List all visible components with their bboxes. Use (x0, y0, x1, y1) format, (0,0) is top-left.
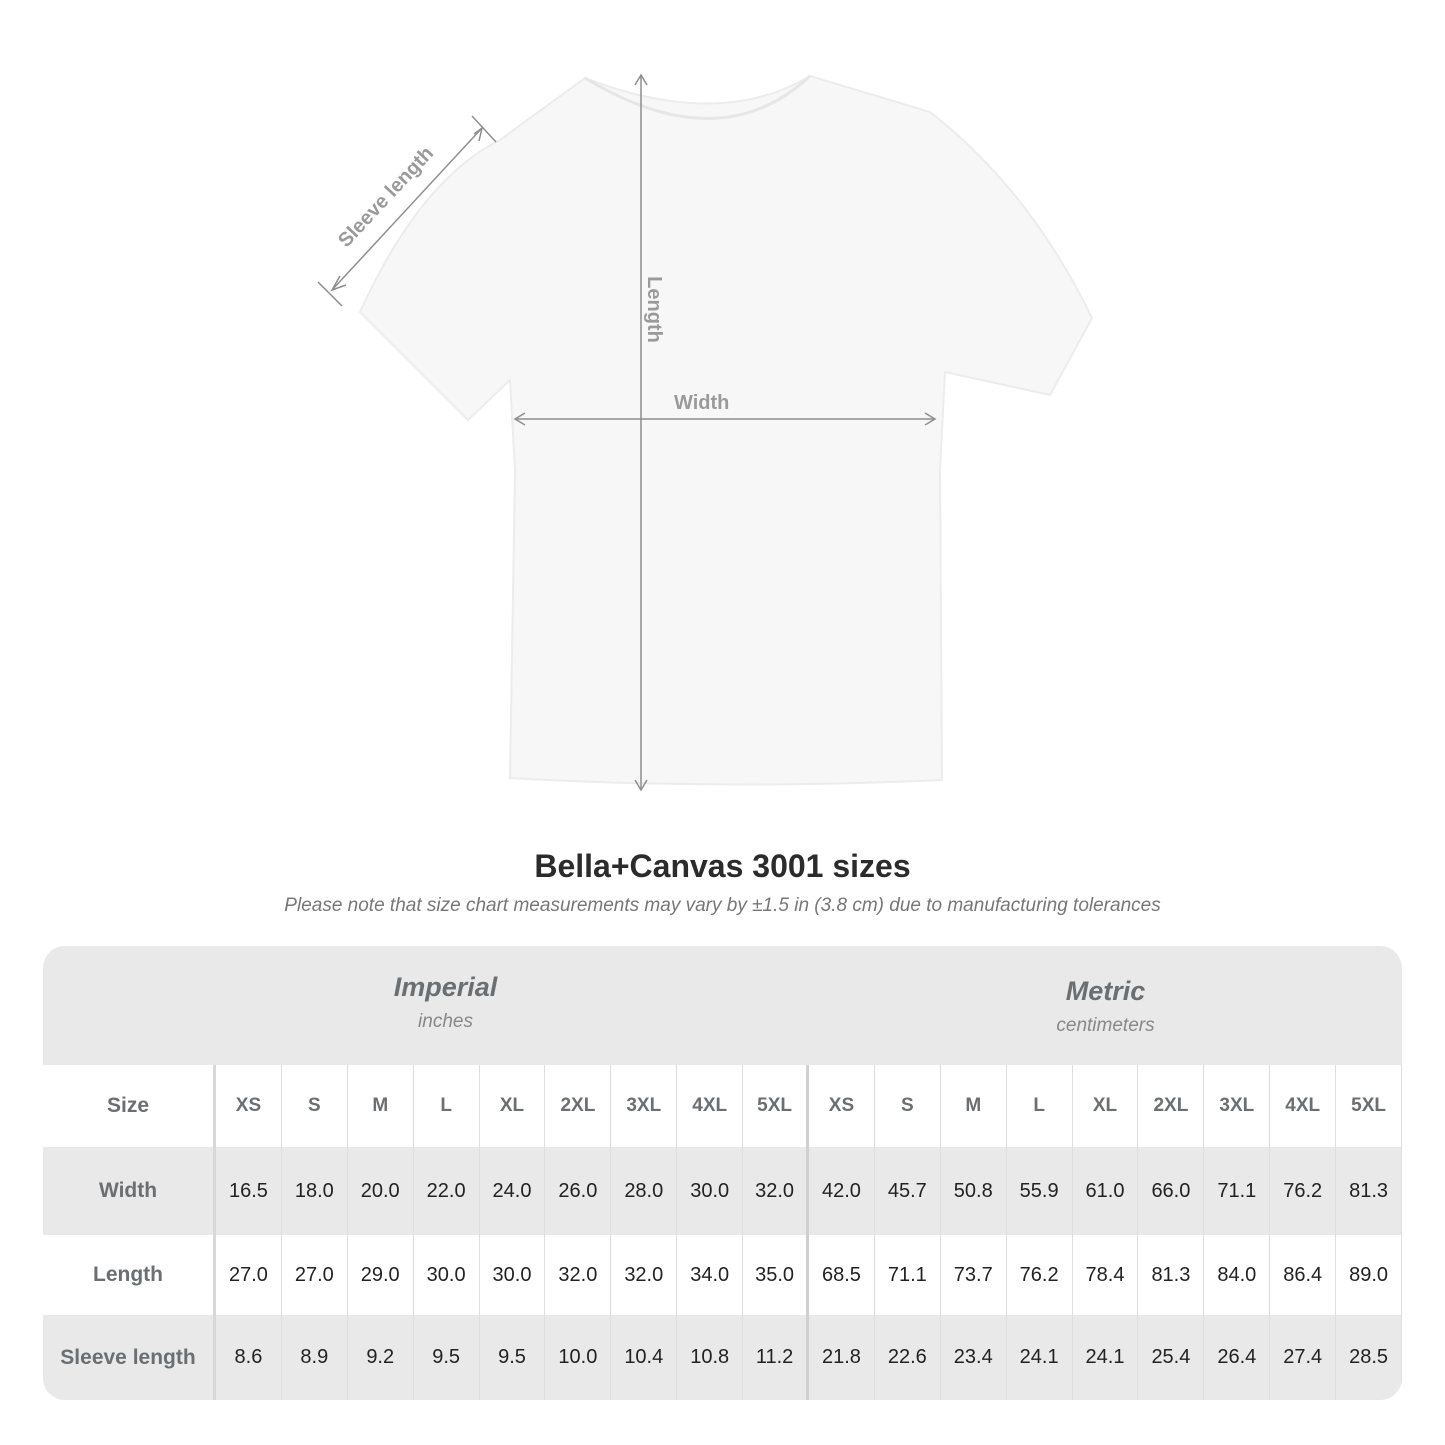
size-header-cell: 2XL (545, 1065, 612, 1147)
table-cell: 8.6 (216, 1315, 282, 1400)
table-cell: 18.0 (282, 1147, 348, 1235)
size-header-cell: XS (216, 1065, 282, 1147)
size-header-cell: S (875, 1065, 941, 1147)
table-cell: 81.3 (1138, 1235, 1205, 1315)
table-cell: 20.0 (348, 1147, 414, 1235)
table-cell: 24.1 (1073, 1315, 1139, 1400)
table-cell: 30.0 (414, 1235, 480, 1315)
table-cell: 10.4 (611, 1315, 678, 1400)
table-cell: 32.0 (611, 1235, 678, 1315)
size-table: Imperial inches Metric centimeters Size X… (43, 946, 1402, 1400)
table-cell: 21.8 (809, 1315, 875, 1400)
table-cell: 24.0 (480, 1147, 546, 1235)
size-header-cell: 5XL (1336, 1065, 1402, 1147)
table-cell: 27.0 (216, 1235, 282, 1315)
size-header-cell: 3XL (611, 1065, 678, 1147)
row-label: Size (43, 1065, 216, 1147)
table-cell: 78.4 (1073, 1235, 1139, 1315)
page-title: Bella+Canvas 3001 sizes (534, 848, 911, 884)
size-header-cell: XS (809, 1065, 875, 1147)
size-header-cell: M (348, 1065, 414, 1147)
tshirt-diagram (317, 73, 1094, 792)
size-header-cell: 4XL (677, 1065, 744, 1147)
table-cell: 30.0 (677, 1147, 744, 1235)
size-header-row: Size XS S M L XL 2XL 3XL 4XL 5XL XS S M L XL 2XL 3XL 4XL 5… (43, 1065, 1402, 1147)
width-label: Width (674, 392, 730, 414)
metric-header: Metric centimeters (1056, 976, 1155, 1036)
table-cell: 86.4 (1270, 1235, 1337, 1315)
table-cell: 71.1 (1204, 1147, 1271, 1235)
table-cell: 28.5 (1336, 1315, 1402, 1400)
table-cell: 42.0 (809, 1147, 875, 1235)
table-cell: 25.4 (1138, 1315, 1205, 1400)
table-cell: 73.7 (941, 1235, 1007, 1315)
table-cell: 26.4 (1204, 1315, 1271, 1400)
table-cell: 22.0 (414, 1147, 480, 1235)
size-header-cell: L (414, 1065, 480, 1147)
table-cell: 27.0 (282, 1235, 348, 1315)
imperial-header: Imperial inches (393, 972, 498, 1032)
length-label: Length (642, 276, 665, 343)
table-row: Sleeve length 8.6 8.9 9.2 9.5 9.5 10.0 10.4 10.8… (43, 1315, 1402, 1400)
row-label: Length (43, 1235, 216, 1315)
table-cell: 29.0 (348, 1235, 414, 1315)
size-header-cell: 2XL (1138, 1065, 1205, 1147)
table-cell: 35.0 (743, 1235, 810, 1315)
table-cell: 24.1 (1007, 1315, 1073, 1400)
table-cell: 66.0 (1138, 1147, 1205, 1235)
table-cell: 81.3 (1336, 1147, 1402, 1235)
size-header-cell: XL (480, 1065, 546, 1147)
table-cell: 30.0 (480, 1235, 546, 1315)
table-cell: 9.5 (414, 1315, 480, 1400)
table-row: Width 16.5 18.0 20.0 22.0 24.0 26.0 28.0 30.0 32.… (43, 1147, 1402, 1235)
table-cell: 23.4 (941, 1315, 1007, 1400)
table-cell: 27.4 (1270, 1315, 1337, 1400)
table-cell: 9.2 (348, 1315, 414, 1400)
table-cell: 10.8 (677, 1315, 744, 1400)
size-header-cell: 5XL (743, 1065, 810, 1147)
table-cell: 26.0 (545, 1147, 612, 1235)
size-header-cell: L (1007, 1065, 1073, 1147)
table-cell: 10.0 (545, 1315, 612, 1400)
table-cell: 22.6 (875, 1315, 941, 1400)
table-cell: 34.0 (677, 1235, 744, 1315)
row-label: Sleeve length (43, 1315, 216, 1400)
table-cell: 71.1 (875, 1235, 941, 1315)
table-cell: 55.9 (1007, 1147, 1073, 1235)
table-cell: 50.8 (941, 1147, 1007, 1235)
size-header-cell: XL (1073, 1065, 1139, 1147)
size-header-cell: 4XL (1270, 1065, 1337, 1147)
row-label: Width (43, 1147, 216, 1235)
table-cell: 76.2 (1007, 1235, 1073, 1315)
size-header-cell: M (941, 1065, 1007, 1147)
table-cell: 45.7 (875, 1147, 941, 1235)
table-cell: 8.9 (282, 1315, 348, 1400)
table-row: Length 27.0 27.0 29.0 30.0 30.0 32.0 32.0 34.0 35… (43, 1235, 1402, 1315)
table-cell: 11.2 (743, 1315, 810, 1400)
table-cell: 84.0 (1204, 1235, 1271, 1315)
table-cell: 28.0 (611, 1147, 678, 1235)
tshirt-shape (358, 74, 1094, 786)
table-cell: 16.5 (216, 1147, 282, 1235)
table-cell: 32.0 (545, 1235, 612, 1315)
table-cell: 76.2 (1270, 1147, 1337, 1235)
table-cell: 68.5 (809, 1235, 875, 1315)
size-header-cell: S (282, 1065, 348, 1147)
tolerance-note: Please note that size chart measurements… (284, 895, 1161, 916)
table-cell: 61.0 (1073, 1147, 1139, 1235)
table-cell: 32.0 (743, 1147, 810, 1235)
table-cell: 89.0 (1336, 1235, 1402, 1315)
table-cell: 9.5 (480, 1315, 546, 1400)
size-header-cell: 3XL (1204, 1065, 1271, 1147)
